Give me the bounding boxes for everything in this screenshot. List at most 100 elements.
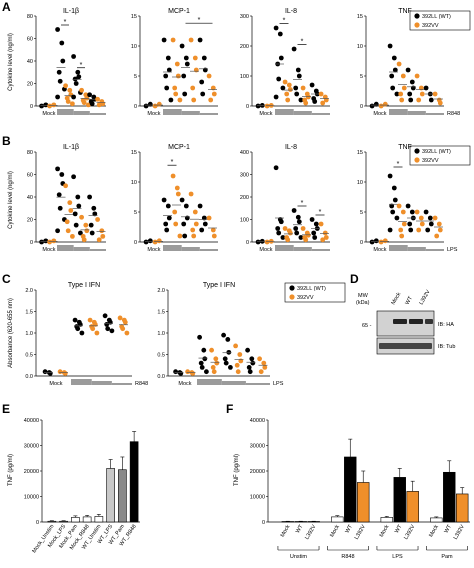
data-point-wt: [409, 79, 415, 85]
data-point-vv: [318, 91, 324, 97]
legend-c: 392LL (WT) 392VV: [284, 282, 346, 303]
y-tick-label: 400: [240, 150, 249, 156]
data-point-vv: [51, 238, 57, 244]
dose-bar-high: [71, 379, 92, 385]
data-point-wt: [199, 227, 205, 233]
data-point-vv: [84, 95, 90, 101]
data-point-vv: [124, 330, 130, 336]
data-point-wt: [78, 230, 83, 236]
data-point-wt: [291, 46, 297, 52]
data-point-wt: [373, 238, 379, 244]
y-tick-label: 5: [360, 74, 363, 80]
significance-star: *: [319, 209, 322, 216]
data-point-vv: [120, 326, 126, 332]
data-point-wt: [55, 228, 60, 234]
data-point-wt: [273, 94, 279, 100]
data-point-vv: [211, 233, 217, 239]
data-point-wt: [296, 219, 302, 225]
data-point-vv: [174, 61, 180, 67]
bar-mock: [331, 516, 344, 523]
series-label: L392V: [403, 524, 416, 541]
subplot-title: IL-8: [285, 144, 297, 151]
dose-bar-mid: [407, 111, 426, 115]
bar: [71, 517, 80, 523]
data-point-vv: [173, 91, 179, 97]
legend-marker-wt: [289, 285, 295, 291]
data-point-vv: [284, 91, 290, 97]
data-point-vv: [79, 87, 84, 93]
data-point-vv: [206, 73, 212, 79]
data-point-vv: [416, 227, 422, 233]
dose-bar-high: [389, 245, 408, 251]
y-tick-label: 0: [134, 104, 137, 110]
data-point-wt: [89, 101, 95, 107]
data-point-vv: [84, 228, 90, 234]
y-tick-label: 30000: [250, 444, 265, 450]
data-point-vv: [436, 221, 442, 227]
data-point-vv: [300, 85, 306, 91]
series-label: WT: [295, 523, 305, 534]
subplot-title: Type I IFN: [203, 282, 235, 289]
dose-bar-mid: [73, 111, 90, 115]
data-point-wt: [197, 334, 203, 340]
data-point-vv: [400, 73, 406, 79]
treatment-label: R848: [447, 111, 460, 117]
treatment-label: LPS: [273, 381, 284, 387]
legend-label-vv: 392VV: [297, 295, 314, 301]
data-point-wt: [178, 371, 184, 376]
data-point-vv: [190, 85, 196, 91]
data-point-vv: [401, 221, 407, 227]
data-point-wt: [79, 330, 85, 336]
y-tick-label: 100: [240, 74, 249, 80]
significance-star: *: [198, 17, 201, 24]
y-tick-label: 0.5: [25, 353, 33, 359]
bar-mock: [281, 521, 294, 523]
panel-label-e: E: [2, 402, 10, 416]
legend-marker-wt: [414, 148, 420, 154]
data-point-wt: [389, 73, 395, 79]
data-point-vv: [95, 217, 100, 222]
data-point-vv: [209, 347, 215, 353]
data-point-wt: [73, 81, 79, 86]
data-point-vv: [262, 365, 268, 370]
mw-marker-65: 65 -: [362, 323, 372, 329]
subplot-title: Type I IFN: [68, 282, 100, 289]
data-point-wt: [293, 226, 299, 231]
data-point-vv: [192, 209, 198, 215]
data-point-vv: [414, 209, 420, 215]
data-point-wt: [202, 67, 208, 73]
data-point-wt: [293, 85, 299, 91]
data-point-vv: [193, 67, 199, 73]
dose-bar-low: [89, 113, 106, 115]
data-point-wt: [373, 101, 379, 107]
data-point-wt: [199, 79, 205, 85]
data-point-vv: [152, 103, 158, 109]
data-point-wt: [164, 227, 170, 233]
y-tick-label: 20000: [250, 469, 265, 475]
panel-c-ylabel: Absorbance (620-655 nm): [8, 298, 14, 368]
data-point-vv: [235, 369, 241, 375]
data-point-vv: [90, 326, 96, 332]
data-point-wt: [104, 322, 110, 327]
dose-bar-high: [57, 245, 74, 251]
data-point-vv: [68, 208, 74, 213]
dose-bar-low: [311, 249, 330, 251]
data-point-vv: [79, 214, 84, 220]
data-point-vv: [174, 185, 180, 191]
data-point-vv: [188, 191, 194, 197]
series-label: L392V: [304, 524, 317, 541]
panel-e-ylabel: TNF (pg/ml): [8, 454, 14, 486]
bar-mock: [380, 517, 393, 523]
data-point-vv: [233, 343, 239, 349]
data-point-wt: [166, 67, 172, 73]
data-point-vv: [94, 330, 100, 336]
y-tick-label: 20: [27, 218, 33, 224]
data-point-wt: [391, 55, 397, 61]
y-tick-label: 40000: [24, 418, 39, 424]
dose-bar-low: [199, 249, 218, 251]
data-point-wt: [166, 215, 172, 221]
data-point-wt: [294, 91, 300, 97]
data-point-vv: [211, 369, 217, 375]
data-point-wt: [277, 31, 283, 37]
